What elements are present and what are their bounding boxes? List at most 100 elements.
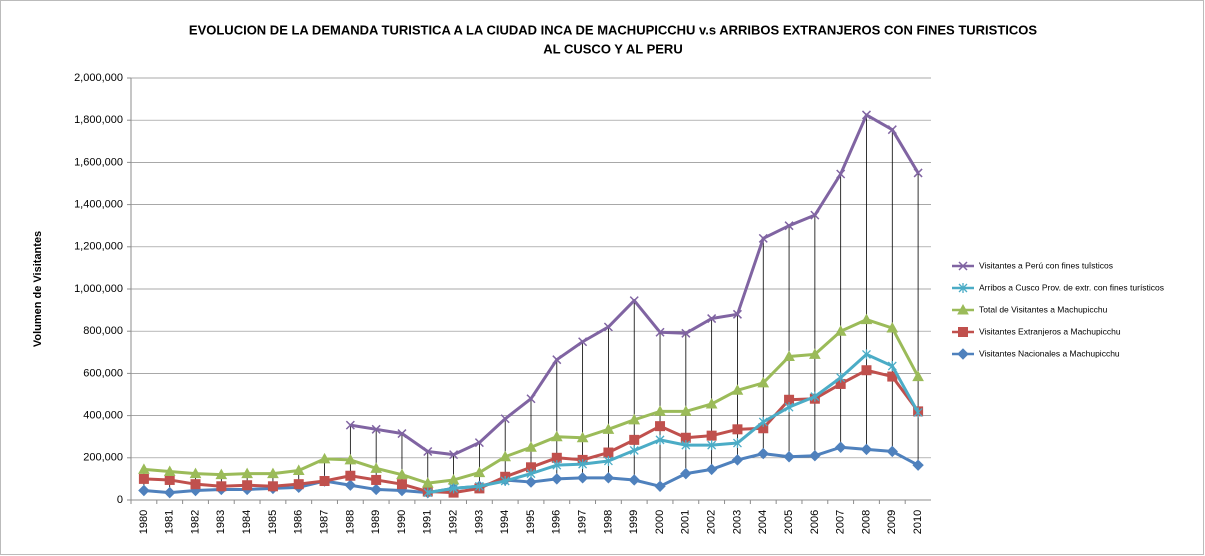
marker	[886, 445, 898, 458]
marker	[628, 474, 640, 486]
y-tick-label: 1,000,000	[74, 283, 123, 295]
marker	[525, 476, 537, 488]
marker	[681, 328, 691, 338]
marker	[784, 221, 794, 231]
chart-title: AL CUSCO Y AL PERU	[543, 41, 682, 56]
marker	[526, 394, 536, 404]
marker	[603, 447, 614, 458]
y-tick-label: 400,000	[83, 410, 123, 422]
marker	[628, 413, 641, 425]
marker	[552, 355, 562, 365]
x-tick-label: 1982	[189, 510, 201, 534]
marker	[809, 348, 821, 359]
x-tick-label: 2008	[860, 510, 872, 534]
x-tick-label: 2004	[757, 510, 769, 534]
marker	[500, 414, 510, 424]
marker	[216, 481, 227, 492]
x-tick-label: 2006	[809, 510, 821, 534]
legend-label: Visitantes Extranjeros a Machupicchu	[979, 326, 1121, 336]
marker	[757, 447, 769, 460]
marker	[957, 303, 969, 315]
marker	[861, 365, 872, 376]
marker	[758, 416, 768, 427]
marker	[886, 322, 899, 333]
marker	[912, 370, 924, 382]
marker	[654, 405, 666, 416]
marker	[344, 453, 357, 465]
marker	[576, 431, 589, 443]
marker	[834, 325, 847, 336]
marker	[731, 384, 744, 395]
marker	[293, 479, 304, 490]
marker	[784, 402, 794, 413]
marker	[449, 450, 459, 460]
marker	[474, 438, 484, 448]
y-tick-label: 200,000	[83, 452, 123, 464]
marker	[860, 313, 873, 325]
marker	[602, 472, 615, 484]
marker	[887, 361, 897, 372]
x-tick-label: 1998	[602, 510, 614, 534]
marker	[550, 430, 563, 442]
x-tick-label: 1994	[499, 510, 511, 534]
marker	[292, 464, 305, 475]
marker	[732, 438, 742, 449]
x-tick-label: 2000	[654, 510, 666, 534]
marker	[629, 445, 639, 456]
marker	[576, 472, 589, 484]
marker	[344, 479, 357, 491]
x-tick-label: 1983	[215, 510, 227, 534]
marker	[810, 210, 820, 220]
x-tick-label: 1993	[473, 510, 485, 534]
y-tick-label: 600,000	[83, 367, 123, 379]
marker	[525, 441, 537, 452]
marker	[654, 480, 666, 492]
marker	[371, 424, 381, 434]
y-tick-label: 800,000	[83, 325, 123, 337]
marker	[603, 455, 613, 466]
x-tick-label: 1985	[267, 510, 279, 534]
series-line	[427, 352, 920, 495]
legend-label: Visitantes a Perú con fines tuîsticos	[979, 260, 1113, 270]
y-tick-label: 1,200,000	[74, 241, 123, 253]
marker	[163, 465, 176, 477]
y-tick-label: 2,000,000	[74, 72, 123, 84]
x-tick-label: 1995	[525, 510, 537, 534]
marker	[887, 125, 897, 135]
marker	[912, 459, 924, 471]
x-tick-label: 1996	[551, 510, 563, 534]
marker	[423, 446, 433, 457]
marker	[319, 476, 330, 487]
legend-label: Visitantes Nacionales a Machupicchu	[979, 348, 1120, 358]
marker	[861, 110, 872, 120]
x-tick-label: 1999	[628, 510, 640, 534]
marker	[705, 463, 718, 476]
marker	[449, 483, 459, 494]
marker	[138, 473, 149, 484]
marker	[345, 470, 356, 481]
marker	[913, 407, 923, 418]
marker	[578, 459, 588, 470]
legend-label: Total de Visitantes a Machupicchu	[979, 304, 1108, 314]
marker	[603, 322, 613, 332]
marker	[707, 314, 717, 324]
x-tick-label: 1989	[370, 510, 382, 534]
x-tick-label: 1984	[241, 510, 253, 534]
marker	[958, 261, 968, 271]
marker	[473, 466, 486, 478]
marker	[499, 450, 512, 462]
marker	[655, 434, 665, 445]
marker	[318, 452, 331, 464]
marker	[757, 376, 770, 388]
marker	[602, 423, 615, 434]
marker	[189, 467, 202, 479]
x-tick-label: 2009	[886, 510, 898, 534]
marker	[732, 309, 742, 319]
marker	[958, 327, 968, 337]
marker	[836, 169, 846, 179]
x-tick-label: 2003	[731, 510, 743, 534]
marker	[783, 350, 795, 362]
marker	[655, 327, 665, 337]
x-tick-label: 2002	[706, 510, 718, 534]
